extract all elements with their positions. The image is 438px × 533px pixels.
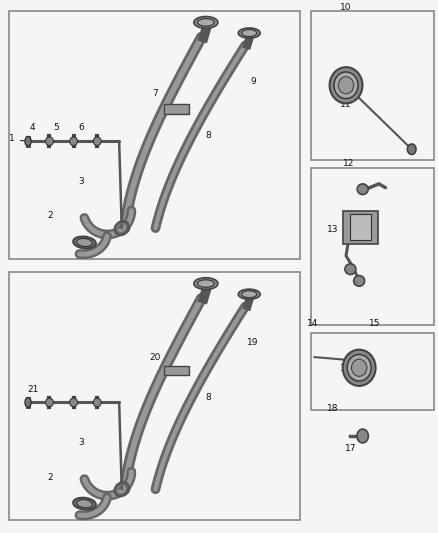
FancyBboxPatch shape xyxy=(164,104,189,114)
Text: 20: 20 xyxy=(150,353,161,361)
Circle shape xyxy=(357,429,368,443)
Ellipse shape xyxy=(46,137,53,146)
Ellipse shape xyxy=(198,19,214,26)
Text: 2: 2 xyxy=(48,212,53,220)
Ellipse shape xyxy=(73,237,96,248)
Text: 11: 11 xyxy=(340,100,352,109)
Text: 8: 8 xyxy=(205,393,211,401)
Ellipse shape xyxy=(25,398,31,407)
Ellipse shape xyxy=(338,77,354,94)
Text: 14: 14 xyxy=(307,319,318,328)
Text: 3: 3 xyxy=(78,177,84,185)
Ellipse shape xyxy=(194,17,218,28)
Ellipse shape xyxy=(357,184,368,195)
Ellipse shape xyxy=(242,290,257,297)
Text: 21: 21 xyxy=(27,385,39,393)
Ellipse shape xyxy=(46,398,53,407)
Text: 3: 3 xyxy=(78,438,84,447)
Ellipse shape xyxy=(330,67,363,103)
Ellipse shape xyxy=(73,498,96,510)
Ellipse shape xyxy=(25,136,31,146)
Text: 5: 5 xyxy=(53,124,59,132)
Ellipse shape xyxy=(354,276,364,286)
Ellipse shape xyxy=(70,137,78,146)
Circle shape xyxy=(407,144,416,155)
Ellipse shape xyxy=(334,72,358,99)
Ellipse shape xyxy=(345,264,356,274)
FancyBboxPatch shape xyxy=(350,214,371,240)
Text: 15: 15 xyxy=(369,319,380,328)
Text: 13: 13 xyxy=(327,225,339,233)
Ellipse shape xyxy=(93,137,101,146)
Text: 16: 16 xyxy=(340,365,352,373)
Text: 19: 19 xyxy=(247,338,259,346)
Text: 6: 6 xyxy=(78,124,84,132)
Ellipse shape xyxy=(242,29,257,36)
FancyBboxPatch shape xyxy=(164,366,189,375)
Ellipse shape xyxy=(77,238,92,247)
Text: 7: 7 xyxy=(152,89,159,98)
Ellipse shape xyxy=(194,278,218,289)
Ellipse shape xyxy=(198,280,214,287)
Text: 4: 4 xyxy=(30,124,35,132)
Text: 1: 1 xyxy=(9,134,15,143)
Ellipse shape xyxy=(238,28,260,38)
Text: 2: 2 xyxy=(48,473,53,481)
Text: 18: 18 xyxy=(327,405,339,413)
Text: 17: 17 xyxy=(345,445,356,453)
Ellipse shape xyxy=(93,398,101,407)
Ellipse shape xyxy=(238,289,260,299)
Text: 12: 12 xyxy=(343,159,354,167)
Ellipse shape xyxy=(351,359,367,376)
Ellipse shape xyxy=(343,350,376,386)
Text: 10: 10 xyxy=(340,3,352,12)
Ellipse shape xyxy=(70,398,78,407)
Text: 8: 8 xyxy=(205,132,211,140)
FancyBboxPatch shape xyxy=(343,211,378,244)
Ellipse shape xyxy=(77,499,92,508)
Text: 9: 9 xyxy=(250,77,256,86)
Ellipse shape xyxy=(347,354,371,381)
